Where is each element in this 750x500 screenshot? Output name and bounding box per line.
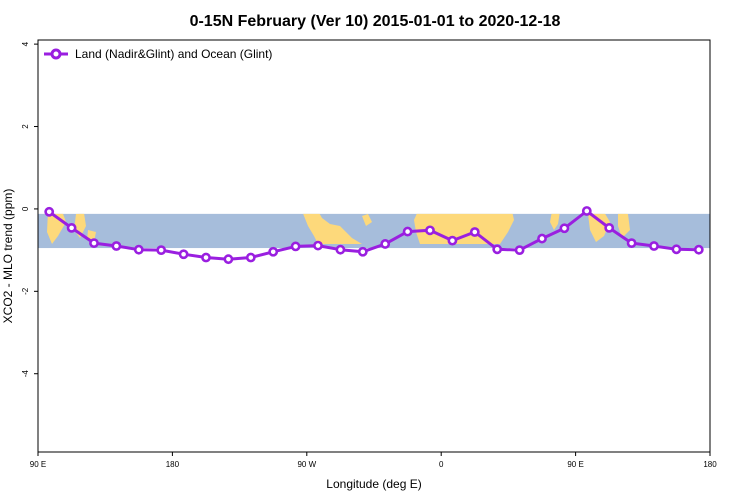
data-point [201, 252, 211, 263]
data-point [66, 222, 77, 233]
y-tick-label: -2 [21, 287, 30, 295]
x-tick-label: 90 E [567, 460, 583, 469]
land-americas [303, 213, 372, 244]
data-point [559, 223, 570, 234]
y-tick-label: -4 [21, 370, 30, 378]
series-layer [44, 206, 704, 265]
x-axis: 90 E 180 90 W 0 90 E 180 [30, 452, 717, 469]
data-point [313, 240, 323, 251]
data-point [514, 245, 525, 256]
x-tick-label: 180 [166, 460, 180, 469]
data-point [290, 241, 301, 252]
data-point [671, 244, 682, 255]
data-point [649, 241, 659, 251]
land-india-se-asia [550, 213, 630, 242]
data-point [156, 245, 167, 256]
data-point [447, 235, 458, 246]
data-point [537, 233, 547, 244]
y-tick-label: 0 [21, 206, 30, 211]
series-points [44, 206, 704, 265]
x-tick-label: 0 [439, 460, 444, 469]
data-point [178, 249, 189, 260]
y-tick-label: 4 [21, 41, 30, 46]
data-point [425, 225, 435, 236]
data-point [693, 244, 704, 255]
data-point [268, 246, 279, 257]
y-axis: 4 2 0 -2 -4 [21, 41, 38, 377]
x-tick-label: 90 W [297, 460, 316, 469]
data-point [133, 244, 144, 255]
data-point [223, 254, 234, 265]
land-africa [414, 213, 514, 244]
data-point [380, 239, 391, 249]
x-axis-label: Longitude (deg E) [326, 477, 421, 491]
data-point [335, 244, 346, 255]
data-point [469, 227, 480, 237]
data-point [89, 238, 99, 249]
data-point [111, 241, 122, 251]
legend-entry: Land (Nadir&Glint) and Ocean (Glint) [75, 47, 272, 61]
data-point [626, 238, 637, 249]
data-point [604, 222, 615, 233]
y-tick-label: 2 [21, 124, 30, 129]
legend-marker-swatch [50, 48, 62, 60]
land-indonesia [47, 213, 96, 244]
legend: Land (Nadir&Glint) and Ocean (Glint) [44, 47, 272, 61]
plot-frame [37, 39, 711, 453]
y-axis-label: XCO2 - MLO trend (ppm) [1, 189, 15, 324]
data-point [245, 252, 256, 263]
data-point [581, 206, 592, 216]
data-point [492, 244, 503, 255]
x-tick-label: 90 E [30, 460, 46, 469]
land-masses [47, 213, 630, 244]
data-point [44, 206, 55, 217]
data-point [357, 246, 368, 257]
chart-title: 0-15N February (Ver 10) 2015-01-01 to 20… [190, 13, 561, 30]
x-tick-label: 180 [703, 460, 717, 469]
data-point [402, 226, 413, 237]
